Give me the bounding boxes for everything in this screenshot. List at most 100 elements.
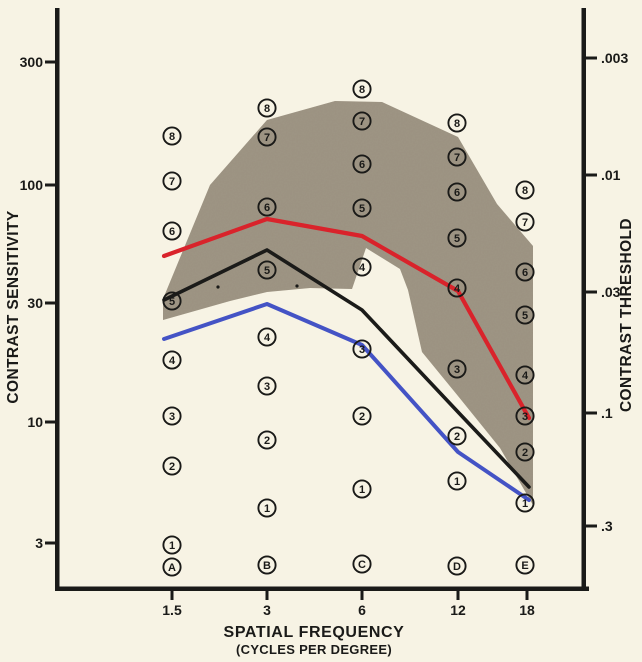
circle-outline [257, 327, 277, 347]
patch-circle-level-2: 2 [447, 426, 467, 446]
right-axis-tick-label: .03 [601, 284, 621, 300]
circle-glyph-text: 6 [454, 187, 460, 199]
circle-outline [257, 197, 277, 217]
patch-circle-level-5: 5 [257, 260, 277, 280]
circle-glyph-text: 5 [454, 233, 460, 245]
circle-glyph-text: 8 [359, 84, 365, 96]
circle-outline [447, 556, 467, 576]
circle-glyph-text: 4 [264, 332, 271, 344]
bottom-axis-tick-label: 18 [519, 602, 535, 618]
patch-circle-level-1: 1 [447, 471, 467, 491]
circle-glyph-text: 7 [522, 217, 528, 229]
speck [295, 284, 299, 288]
circle-outline [352, 198, 372, 218]
column-letter-circle-D: D [447, 556, 467, 576]
circle-outline [515, 406, 535, 426]
red-curve [161, 216, 532, 421]
circle-outline [515, 212, 535, 232]
circle-glyph-text: 6 [169, 226, 175, 238]
left-axis-tick-label: 3 [35, 535, 43, 551]
circle-outline [447, 278, 467, 298]
circle-glyph-text: 3 [454, 364, 460, 376]
circle-glyph-text: 7 [264, 132, 270, 144]
patch-circle-level-5: 5 [515, 305, 535, 325]
speck [216, 285, 220, 289]
circle-glyph-text: 2 [522, 447, 528, 459]
circle-outline [515, 305, 535, 325]
print-specks [216, 284, 299, 289]
circle-outline [162, 221, 182, 241]
patch-circle-level-2: 2 [162, 456, 182, 476]
patch-circle-level-7: 7 [162, 171, 182, 191]
patch-circle-level-3: 3 [162, 406, 182, 426]
patch-circle-level-4: 4 [515, 365, 535, 385]
patch-circle-level-7: 7 [257, 127, 277, 147]
circle-glyph-text: 3 [169, 411, 175, 423]
normal-range-band [163, 101, 533, 505]
axes-frame [55, 8, 589, 591]
bottom-axis-ticks: 1.5 3 6 12 18 [162, 589, 535, 618]
patch-circle-level-1: 1 [515, 493, 535, 513]
column-letter-circle-A: A [162, 557, 182, 577]
patch-circle-level-5: 5 [352, 198, 372, 218]
circle-outline [515, 555, 535, 575]
circle-glyph-text: 2 [264, 435, 270, 447]
circle-outline [352, 154, 372, 174]
patch-circle-level-3: 3 [515, 406, 535, 426]
patch-circle-level-1: 1 [257, 498, 277, 518]
bottom-axis-tick-label: 3 [263, 602, 271, 618]
circle-glyph-text: 1 [454, 476, 460, 488]
circle-glyph-text: 5 [169, 296, 175, 308]
patch-circle-level-2: 2 [257, 430, 277, 450]
circle-glyph-text: 6 [522, 267, 528, 279]
black-curve [162, 248, 531, 489]
circle-glyph-text: 3 [264, 381, 270, 393]
patch-circle-level-6: 6 [352, 154, 372, 174]
circle-outline [352, 257, 372, 277]
circle-glyph-text: 4 [522, 370, 529, 382]
circle-outline [447, 426, 467, 446]
patch-circles-layer: 1 2 3 4 5 6 7 8 A 1 2 3 4 5 6 7 8 B 1 2 3 4 5 6 7 8 C 1 2 3 4 5 6 7 8 D 1 2 3 4… [162, 79, 535, 577]
circle-glyph-text: 1 [169, 540, 175, 552]
patch-circle-level-4: 4 [162, 350, 182, 370]
patch-circle-level-5: 5 [162, 291, 182, 311]
circle-glyph-text: 4 [359, 262, 366, 274]
circle-glyph-text: 2 [169, 461, 175, 473]
left-axis-tick-label: 100 [20, 177, 44, 193]
left-axis-tick-label: 300 [20, 54, 44, 70]
patch-circle-level-1: 1 [352, 479, 372, 499]
circle-glyph-text: A [168, 562, 176, 574]
circle-glyph-text: 8 [169, 131, 175, 143]
circle-glyph-text: 4 [454, 283, 461, 295]
right-axis-tick-label: .3 [601, 518, 613, 534]
patch-circle-level-3: 3 [352, 339, 372, 359]
bottom-axis-tick-label: 6 [358, 602, 366, 618]
circle-outline [162, 535, 182, 555]
circle-outline [352, 479, 372, 499]
bottom-axis-tick-label: 1.5 [162, 602, 182, 618]
patch-circle-level-8: 8 [447, 113, 467, 133]
circle-outline [515, 262, 535, 282]
circle-glyph-text: 6 [359, 159, 365, 171]
circle-glyph-text: 1 [359, 484, 365, 496]
circle-outline [515, 180, 535, 200]
circle-outline [162, 291, 182, 311]
right-axis-title: CONTRAST THRESHOLD [618, 218, 635, 412]
patch-circle-level-3: 3 [447, 359, 467, 379]
circle-glyph-text: 7 [454, 152, 460, 164]
circle-outline [162, 557, 182, 577]
circle-glyph-text: 7 [169, 176, 175, 188]
circle-outline [352, 111, 372, 131]
circle-outline [447, 113, 467, 133]
patch-circle-level-6: 6 [162, 221, 182, 241]
column-letter-circle-E: E [515, 555, 535, 575]
right-axis-tick-label: .1 [601, 405, 613, 421]
right-axis-line [581, 8, 586, 591]
patch-circle-level-6: 6 [257, 197, 277, 217]
circle-glyph-text: 2 [454, 431, 460, 443]
patch-circle-level-8: 8 [162, 126, 182, 146]
circle-outline [515, 493, 535, 513]
circle-glyph-text: 3 [522, 411, 528, 423]
